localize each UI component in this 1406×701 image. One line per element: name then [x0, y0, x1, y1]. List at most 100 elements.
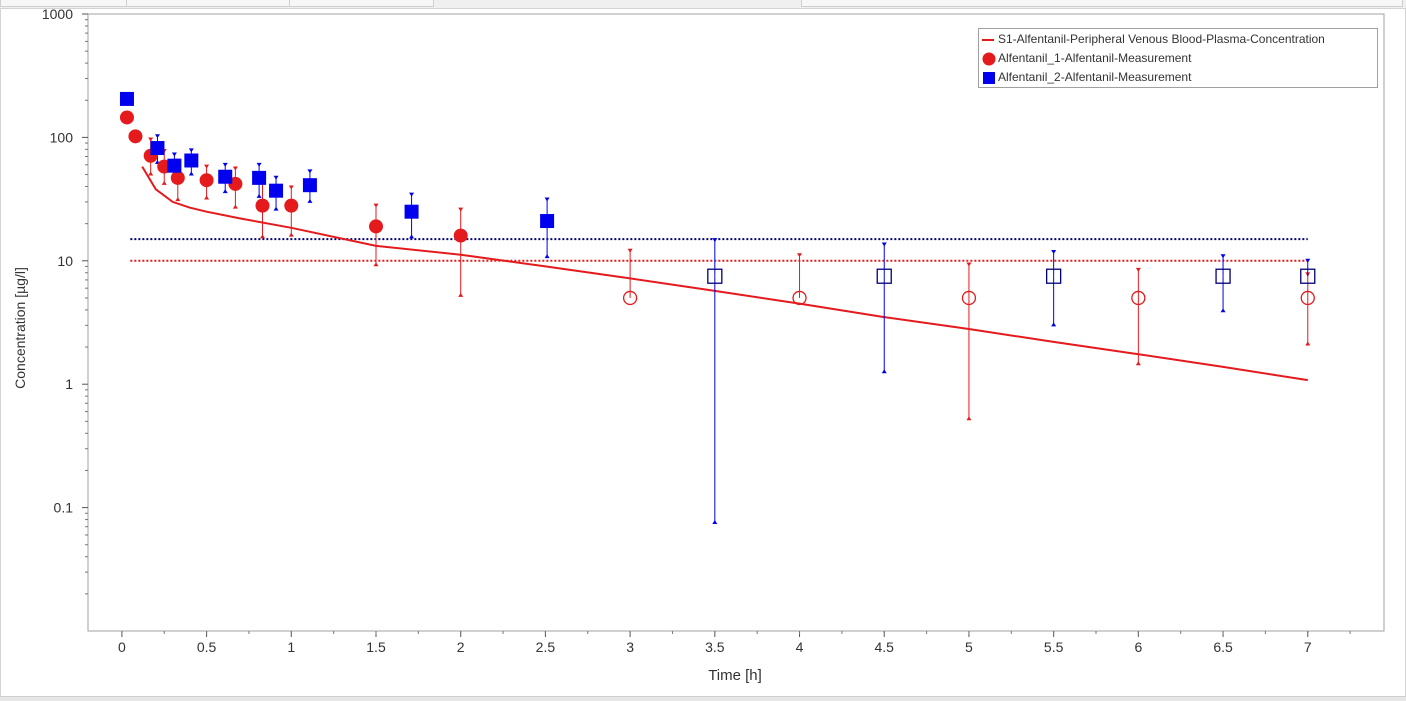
error-cap: [259, 234, 265, 239]
error-cap: [256, 162, 262, 167]
error-cap: [154, 134, 160, 139]
error-cap: [881, 242, 887, 247]
error-cap: [222, 162, 228, 167]
y-tick-label: 100: [50, 129, 74, 145]
tab[interactable]: [289, 0, 434, 7]
square-marker-icon: [983, 72, 995, 84]
data-point: [1215, 268, 1231, 284]
error-cap: [188, 148, 194, 153]
error-cap: [458, 207, 464, 212]
error-cap: [232, 204, 238, 209]
error-cap: [188, 171, 194, 176]
error-cap: [1305, 258, 1311, 263]
error-cap: [288, 185, 294, 190]
legend-item-alfentanil-2[interactable]: Alfentanil_2-Alfentanil-Measurement: [979, 68, 1377, 86]
data-point: [1131, 290, 1146, 306]
error-cap: [204, 164, 210, 169]
data-point: [453, 228, 468, 243]
x-tick-label: 1: [287, 639, 295, 655]
y-tick-label: 1000: [42, 6, 73, 22]
error-cap: [273, 175, 279, 180]
data-point: [128, 129, 143, 144]
legend-item-model-line[interactable]: S1-Alfentanil-Peripheral Venous Blood-Pl…: [979, 30, 1377, 48]
tab[interactable]: [801, 0, 1403, 7]
y-tick-label: 1: [65, 376, 73, 392]
data-point: [252, 170, 267, 185]
error-cap: [1220, 308, 1226, 313]
error-cap: [1135, 267, 1141, 272]
x-tick-label: 0.5: [197, 639, 217, 655]
data-point: [199, 173, 214, 188]
error-cap: [232, 166, 238, 171]
error-cap: [148, 171, 154, 176]
error-cap: [544, 254, 550, 259]
data-point: [1300, 290, 1315, 306]
chart-legend: S1-Alfentanil-Peripheral Venous Blood-Pl…: [978, 28, 1378, 88]
legend-label: Alfentanil_2-Alfentanil-Measurement: [998, 70, 1192, 84]
error-cap: [966, 262, 972, 267]
error-cap: [1220, 254, 1226, 259]
error-cap: [544, 197, 550, 202]
x-tick-label: 4: [796, 639, 804, 655]
error-cap: [204, 195, 210, 200]
data-point: [302, 178, 317, 193]
data-point: [961, 290, 977, 306]
plot-area: [87, 13, 1385, 632]
data-point: [119, 91, 134, 106]
x-tick-label: 1.5: [366, 639, 386, 655]
data-point: [184, 153, 199, 168]
status-strip: [0, 696, 1406, 701]
error-cap: [373, 203, 379, 208]
x-tick-label: 5: [965, 639, 973, 655]
x-tick-label: 2.5: [536, 639, 556, 655]
tab-strip: [0, 0, 1406, 8]
circle-marker-icon: [982, 52, 996, 66]
chart-panel: [0, 8, 1406, 698]
error-cap: [458, 292, 464, 297]
x-tick-label: 0: [118, 639, 126, 655]
error-cap: [712, 520, 718, 525]
x-tick-label: 4.5: [875, 639, 895, 655]
data-point: [255, 198, 270, 213]
data-point: [540, 214, 555, 229]
x-tick-label: 5.5: [1044, 639, 1064, 655]
legend-label: Alfentanil_1-Alfentanil-Measurement: [998, 51, 1192, 65]
error-cap: [256, 193, 262, 198]
error-cap: [797, 253, 803, 258]
data-point: [167, 158, 182, 173]
line-swatch-icon: [982, 39, 994, 41]
data-point: [1300, 268, 1316, 284]
error-cap: [881, 369, 887, 374]
error-cap: [175, 197, 181, 202]
data-point: [876, 268, 892, 284]
legend-item-alfentanil-1[interactable]: Alfentanil_1-Alfentanil-Measurement: [979, 49, 1377, 67]
x-tick-label: 2: [457, 639, 465, 655]
series-line: [141, 166, 1308, 382]
data-point: [707, 268, 723, 284]
x-tick-label: 3: [626, 639, 634, 655]
data-point: [622, 290, 638, 306]
x-tick-label: 7: [1304, 639, 1312, 655]
error-cap: [307, 198, 313, 203]
legend-label: S1-Alfentanil-Peripheral Venous Blood-Pl…: [998, 32, 1325, 46]
error-cap: [966, 416, 972, 421]
error-cap: [148, 137, 154, 142]
data-point: [218, 169, 233, 184]
data-point: [150, 141, 165, 156]
error-cap: [222, 189, 228, 194]
error-cap: [409, 192, 415, 197]
error-cap: [1051, 322, 1057, 327]
y-tick-label: 10: [57, 253, 73, 269]
x-tick-label: 3.5: [705, 639, 725, 655]
data-point: [792, 290, 807, 306]
error-cap: [373, 262, 379, 267]
x-tick-label: 6: [1134, 639, 1142, 655]
x-tick-label: 6.5: [1213, 639, 1233, 655]
y-axis-label: Concentration [µg/l]: [12, 267, 28, 389]
error-cap: [288, 232, 294, 237]
data-point: [119, 110, 134, 125]
data-point: [369, 219, 383, 234]
data-point: [269, 183, 284, 198]
data-point: [404, 204, 419, 219]
